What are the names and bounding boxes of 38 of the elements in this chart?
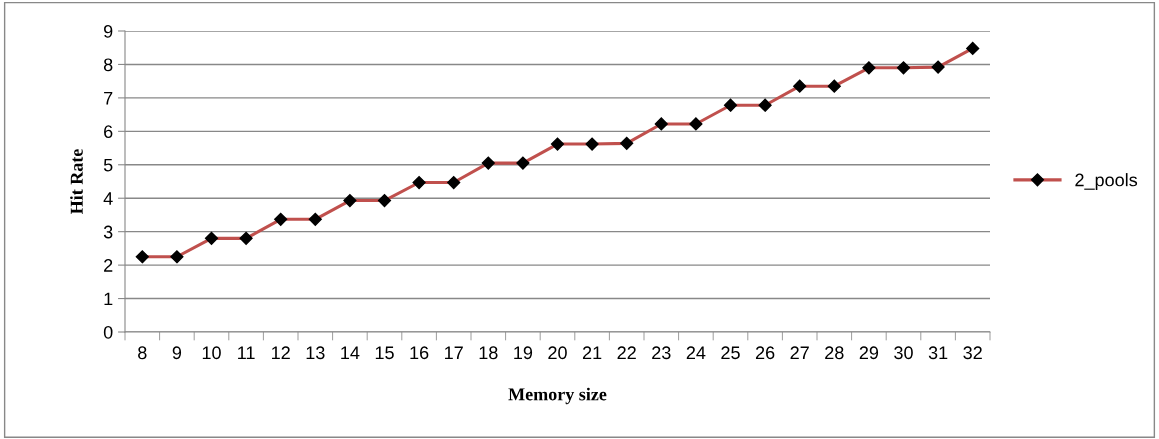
x-tick-label: 29 bbox=[859, 346, 879, 360]
x-tick-label: 21 bbox=[582, 346, 602, 359]
x-axis-title: Memory size bbox=[508, 387, 607, 405]
y-axis-title: Hit Rate bbox=[70, 149, 83, 215]
y-tick-label: 7 bbox=[104, 92, 113, 105]
x-tick-label: 19 bbox=[514, 346, 533, 360]
x-tick-label: 30 bbox=[894, 346, 913, 360]
x-tick-label: 16 bbox=[410, 346, 429, 360]
y-tick-label: 6 bbox=[104, 125, 113, 139]
x-tick-label: 20 bbox=[548, 346, 567, 360]
x-tick-label: 14 bbox=[341, 346, 360, 359]
x-tick-label: 27 bbox=[790, 346, 809, 359]
y-tick-label: 2 bbox=[104, 259, 113, 272]
y-tick-label: 8 bbox=[103, 58, 113, 72]
x-tick-label: 31 bbox=[928, 346, 948, 360]
x-tick-label: 23 bbox=[652, 346, 671, 360]
y-tick-label: 0 bbox=[103, 325, 113, 339]
y-tick-label: 1 bbox=[104, 292, 113, 306]
x-tick-label: 26 bbox=[755, 346, 775, 360]
x-tick-label: 17 bbox=[445, 346, 463, 359]
x-tick-label: 11 bbox=[238, 346, 255, 359]
x-tick-label: 28 bbox=[825, 346, 844, 360]
x-tick-label: 25 bbox=[721, 346, 740, 360]
x-tick-label: 18 bbox=[479, 346, 498, 360]
x-tick-label: 10 bbox=[202, 346, 221, 360]
x-tick-label: 9 bbox=[172, 346, 182, 360]
x-tick-label: 15 bbox=[375, 346, 394, 360]
x-tick-label: 22 bbox=[617, 346, 636, 359]
x-tick-label: 32 bbox=[963, 346, 982, 360]
x-tick-label: 24 bbox=[686, 346, 706, 359]
x-tick-label: 8 bbox=[138, 346, 147, 360]
y-tick-label: 3 bbox=[103, 225, 113, 239]
x-tick-label: 13 bbox=[306, 346, 325, 360]
y-tick-label: 5 bbox=[103, 158, 113, 172]
y-tick-label: 4 bbox=[103, 192, 113, 205]
x-tick-label: 12 bbox=[272, 346, 290, 359]
legend-label: 2_pools bbox=[1075, 173, 1138, 190]
y-tick-label: 9 bbox=[104, 24, 113, 38]
